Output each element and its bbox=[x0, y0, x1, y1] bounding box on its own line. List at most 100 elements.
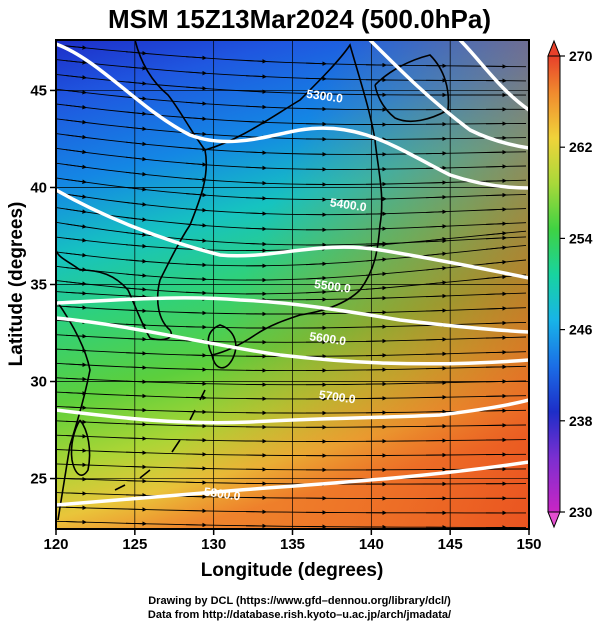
streamline-arrow bbox=[65, 291, 87, 296]
contour-label: 5400.0 bbox=[329, 195, 368, 214]
streamline-arrow bbox=[425, 337, 447, 342]
streamline-arrow bbox=[365, 257, 387, 262]
streamline-arrow bbox=[65, 305, 87, 310]
streamline-arrow bbox=[425, 251, 447, 257]
streamline-arrow bbox=[65, 462, 87, 468]
y-tick-label: 30 bbox=[30, 374, 47, 391]
streamline-arrow bbox=[185, 290, 207, 296]
colorbar-ticks: 270 262 254 246 238 230 bbox=[560, 48, 593, 520]
streamline-arrow bbox=[65, 237, 87, 243]
colorbar-label: 254 bbox=[569, 230, 593, 246]
x-tick-label: 125 bbox=[122, 536, 147, 553]
streamline-arrow bbox=[65, 119, 87, 125]
coastline-japan-hokkaido bbox=[374, 54, 450, 122]
streamline-arrow bbox=[125, 393, 147, 399]
streamline-arrow bbox=[185, 353, 207, 358]
streamline-arrow bbox=[185, 177, 207, 182]
streamline-arrow bbox=[365, 295, 387, 301]
streamline-arrow bbox=[125, 217, 147, 222]
streamline-arrow bbox=[185, 192, 207, 198]
streamline-arrow bbox=[425, 293, 447, 299]
streamline-arrow bbox=[185, 162, 207, 167]
streamline-arrow bbox=[125, 66, 147, 71]
streamline-arrow bbox=[185, 70, 207, 76]
colorbar-min-triangle bbox=[547, 511, 561, 529]
streamline-arrow bbox=[125, 507, 147, 512]
streamline-arrow bbox=[425, 180, 447, 185]
streamline-arrow bbox=[485, 221, 507, 226]
coastline-ryukyu bbox=[114, 389, 206, 491]
streamline-arrow bbox=[125, 232, 147, 237]
streamline-arrow bbox=[485, 178, 507, 184]
streamline-arrow bbox=[245, 165, 267, 171]
streamline-arrow bbox=[65, 376, 87, 382]
streamline-arrow bbox=[125, 126, 147, 132]
streamline-arrow bbox=[65, 60, 87, 65]
streamline-arrow bbox=[125, 493, 147, 498]
streamline-arrow bbox=[365, 226, 387, 231]
streamline-arrow bbox=[185, 324, 207, 330]
streamline-arrow bbox=[245, 180, 267, 186]
streamline-arrow bbox=[485, 291, 507, 297]
streamline-arrow bbox=[365, 285, 387, 291]
streamline-arrow bbox=[485, 306, 507, 311]
streamline-arrow bbox=[305, 61, 327, 66]
streamline-arrow bbox=[305, 76, 327, 82]
streamline-arrow bbox=[125, 287, 147, 292]
streamline-arrow bbox=[65, 193, 87, 199]
streamline-arrow bbox=[425, 280, 447, 285]
streamline-arrow bbox=[125, 111, 147, 116]
streamline-arrow bbox=[185, 146, 207, 152]
map-plot-area: 5300.0 5400.0 5500.0 5600.0 5700.0 5800.0 bbox=[55, 39, 530, 530]
y-tick-label: 40 bbox=[30, 179, 47, 196]
coastline-china bbox=[56, 299, 91, 521]
streamline-arrow bbox=[245, 150, 267, 155]
streamline-arrow bbox=[125, 436, 147, 441]
streamline-arrow bbox=[185, 101, 207, 106]
streamline-arrow bbox=[425, 224, 447, 229]
streamline-arrow bbox=[425, 351, 447, 357]
streamline-arrow bbox=[485, 192, 507, 198]
streamline-arrow bbox=[65, 281, 87, 286]
streamline-arrow bbox=[185, 276, 207, 282]
contour-5800 bbox=[56, 460, 529, 507]
contour-5400 bbox=[56, 188, 529, 280]
streamline-arrow bbox=[305, 91, 327, 97]
streamline-arrow bbox=[125, 351, 147, 356]
streamline-arrow bbox=[125, 156, 147, 162]
streamline-arrow bbox=[425, 308, 447, 313]
contour-label: 5600.0 bbox=[309, 329, 348, 348]
contour-label: 5800.0 bbox=[203, 485, 242, 504]
streamline-arrow bbox=[185, 238, 207, 243]
map-title: MSM 15Z13Mar2024 (500.0hPa) bbox=[108, 4, 491, 34]
colorbar-label: 270 bbox=[569, 48, 593, 64]
streamline-arrow bbox=[65, 45, 87, 50]
colorbar: 270 262 254 246 238 230 bbox=[547, 39, 593, 529]
contour-5300-north bbox=[368, 40, 529, 150]
streamline-arrow bbox=[65, 419, 87, 425]
x-axis-title: Longitude (degrees) bbox=[201, 560, 384, 581]
contour-5300 bbox=[56, 42, 529, 190]
streamline-arrow bbox=[185, 262, 207, 268]
streamline-arrow bbox=[125, 50, 147, 56]
contour-labels: 5300.0 5400.0 5500.0 5600.0 5700.0 5800.0 bbox=[203, 87, 368, 504]
x-tick-label: 150 bbox=[516, 536, 541, 553]
streamline-arrow bbox=[125, 365, 147, 370]
x-tick-label: 140 bbox=[359, 536, 384, 553]
streamline-arrow bbox=[425, 194, 447, 200]
coastline-japan-kyushu bbox=[207, 324, 237, 369]
contour-5700 bbox=[56, 398, 529, 425]
streamline-arrow bbox=[185, 86, 207, 91]
colorbar-max-triangle bbox=[547, 39, 561, 57]
coastline-japan-honshu bbox=[204, 43, 383, 356]
colorbar-label: 230 bbox=[569, 504, 593, 520]
streamline-arrow bbox=[65, 134, 87, 140]
streamline-arrow bbox=[185, 55, 207, 61]
streamline-arrow bbox=[65, 491, 87, 496]
contour-5500 bbox=[56, 296, 529, 334]
streamline-arrow bbox=[245, 59, 267, 64]
wind-streamlines bbox=[56, 44, 527, 529]
streamline-arrow bbox=[245, 196, 267, 201]
coastline-taiwan bbox=[70, 419, 91, 476]
streamline-arrow bbox=[65, 434, 87, 439]
